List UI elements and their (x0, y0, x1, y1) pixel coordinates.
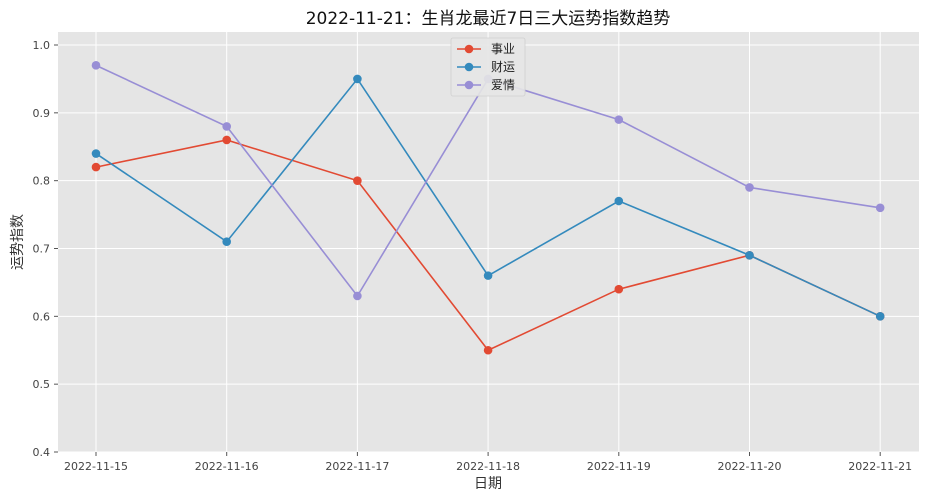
data-point (91, 162, 101, 172)
data-point (353, 291, 362, 301)
legend-marker (464, 44, 474, 54)
data-point (614, 284, 624, 294)
y-axis-label: 运势指数 (10, 214, 26, 270)
legend-label: 事业 (491, 42, 515, 56)
data-point (353, 74, 362, 84)
data-point (875, 312, 885, 321)
legend-marker (464, 80, 474, 90)
y-tick-label: 0.6 (33, 310, 51, 323)
data-point (222, 135, 231, 145)
x-axis-label: 日期 (474, 476, 502, 492)
data-point (745, 250, 754, 260)
data-point (222, 237, 231, 247)
y-tick-label: 0.8 (33, 175, 51, 188)
series-1 (91, 74, 885, 321)
legend-item: 爱情 (457, 78, 515, 92)
y-axis: 0.4 0.5 0.6 0.7 0.8 0.9 1.0 (33, 39, 58, 459)
data-point (745, 183, 754, 192)
y-tick-label: 1.0 (33, 39, 51, 52)
y-tick-label: 0.7 (33, 243, 51, 256)
legend-label: 爱情 (491, 78, 515, 92)
y-tick-label: 0.5 (33, 378, 51, 391)
data-point (91, 149, 101, 158)
data-point (483, 271, 493, 280)
x-tick-label: 2022-11-19 (587, 460, 651, 473)
legend-marker (464, 62, 474, 72)
legend-item: 事业 (457, 42, 515, 56)
grid (58, 32, 919, 453)
x-tick-label: 2022-11-18 (456, 460, 520, 473)
data-point (353, 176, 362, 185)
data-point (91, 61, 101, 70)
data-point (875, 203, 885, 213)
data-point (614, 115, 624, 124)
x-tick-label: 2022-11-21 (848, 460, 912, 473)
x-tick-label: 2022-11-20 (718, 460, 782, 473)
x-tick-label: 2022-11-17 (325, 460, 389, 473)
y-tick-label: 0.4 (33, 446, 51, 459)
data-point (483, 345, 493, 355)
y-tick-label: 0.9 (33, 107, 51, 120)
x-tick-label: 2022-11-16 (195, 460, 259, 473)
legend-label: 财运 (491, 60, 515, 74)
x-axis: 2022-11-15 2022-11-16 2022-11-17 2022-11-18… (64, 452, 912, 473)
data-point (614, 196, 624, 206)
data-point (222, 122, 231, 131)
chart-title: 2022-11-21：生肖龙最近7日三大运势指数趋势 (306, 9, 671, 29)
legend-item: 财运 (457, 60, 515, 74)
x-tick-label: 2022-11-15 (64, 460, 128, 473)
